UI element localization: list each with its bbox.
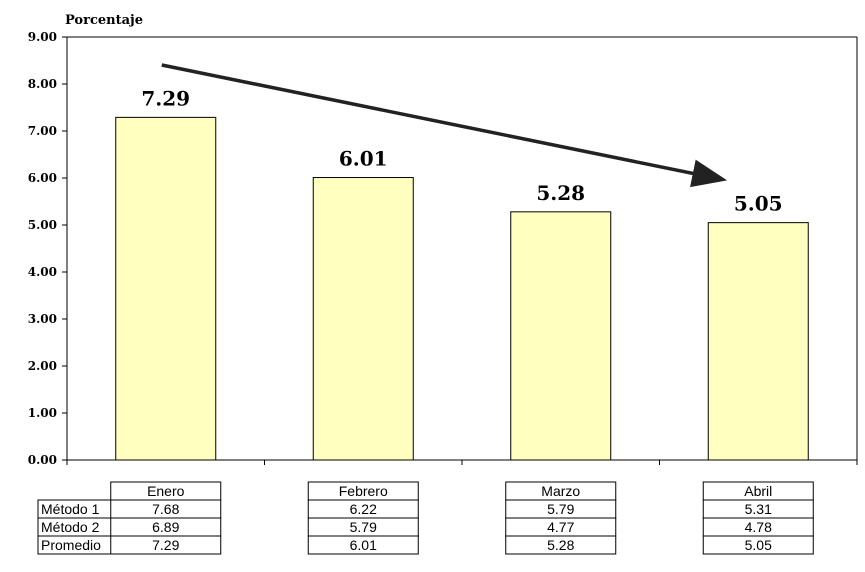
plot-area: Porcentaje 0.00 1.00 2.00 3.00 4.00 5.00 6.00 7.… <box>28 13 858 467</box>
y-tick-label: 0.00 <box>28 453 57 467</box>
y-tick-label: 2.00 <box>28 359 57 373</box>
bar <box>115 116 217 461</box>
y-axis-title: Porcentaje <box>65 13 143 28</box>
table-cell-value: 7.29 <box>152 537 179 553</box>
table-cell-value: 5.05 <box>745 537 772 553</box>
table-row-label: Promedio <box>41 537 101 553</box>
table-header-label: Abril <box>744 483 772 499</box>
y-tick-label: 9.00 <box>28 30 57 44</box>
table-cell-value: 5.79 <box>350 519 377 535</box>
table-header-label: Enero <box>147 483 185 499</box>
bar <box>707 222 809 461</box>
table-cell-value: 6.22 <box>350 501 377 517</box>
table-row-label: Método 1 <box>41 501 100 517</box>
table-cell-value: 7.68 <box>152 501 179 517</box>
table-cell <box>307 535 419 555</box>
table-cell-value: 5.31 <box>745 501 772 517</box>
y-tick-label: 4.00 <box>28 265 57 279</box>
y-tick-label: 3.00 <box>28 312 57 326</box>
y-tick-label: 8.00 <box>28 77 57 91</box>
y-tick-label: 1.00 <box>28 406 57 420</box>
table-header-label: Febrero <box>339 483 388 499</box>
y-tick-label: 5.00 <box>28 218 57 232</box>
table-cell-value: 5.79 <box>547 501 574 517</box>
bar <box>312 177 414 461</box>
table-cell-value: 5.28 <box>547 537 574 553</box>
data-label: 7.29 <box>141 86 190 110</box>
table-header-label: Marzo <box>541 483 580 499</box>
data-label: 6.01 <box>339 147 388 171</box>
data-label: 5.28 <box>536 181 585 205</box>
data-table: Enero Febrero Marzo Abril Método 1 7.68 6.22 5.… <box>37 481 814 555</box>
y-tick-label: 7.00 <box>28 124 57 138</box>
table-cell <box>110 535 222 555</box>
table-cell-value: 4.78 <box>745 519 772 535</box>
table-cell-value: 6.01 <box>350 537 377 553</box>
table-cell <box>702 535 814 555</box>
table-row-label: Método 2 <box>41 519 100 535</box>
table-cell <box>505 535 617 555</box>
bar <box>510 211 612 461</box>
data-label: 5.05 <box>734 192 783 216</box>
table-cell-value: 6.89 <box>152 519 179 535</box>
trend-arrow <box>161 63 728 188</box>
y-tick-label: 6.00 <box>28 171 57 185</box>
table-cell-value: 4.77 <box>547 519 574 535</box>
